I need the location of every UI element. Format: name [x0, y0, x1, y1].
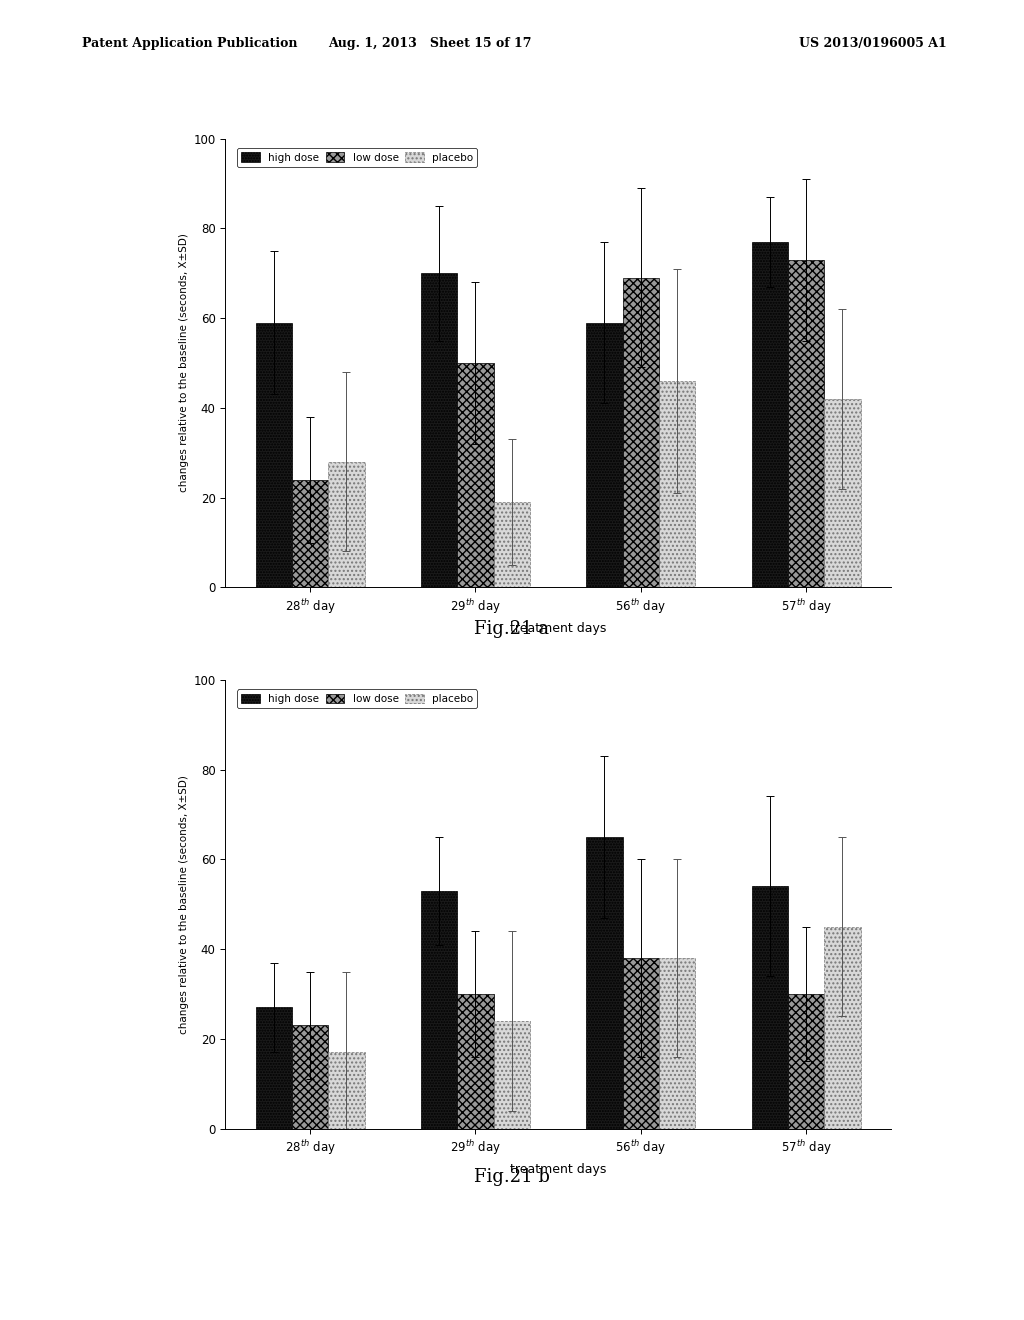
Y-axis label: changes relative to the baseline (seconds, X±SD): changes relative to the baseline (second…	[179, 234, 189, 492]
Text: Fig.21 b: Fig.21 b	[474, 1168, 550, 1187]
Bar	[623, 958, 658, 1129]
Bar	[329, 1052, 365, 1129]
Text: Aug. 1, 2013   Sheet 15 of 17: Aug. 1, 2013 Sheet 15 of 17	[329, 37, 531, 50]
Bar	[824, 927, 860, 1129]
Text: Fig.21 a: Fig.21 a	[474, 620, 550, 639]
Bar	[292, 479, 329, 587]
X-axis label: treatment days: treatment days	[510, 1163, 606, 1176]
X-axis label: treatment days: treatment days	[510, 622, 606, 635]
Bar	[658, 381, 695, 587]
Bar	[421, 273, 458, 587]
Bar	[787, 260, 824, 587]
Bar	[586, 837, 623, 1129]
Y-axis label: changes relative to the baseline (seconds, X±SD): changes relative to the baseline (second…	[179, 775, 189, 1034]
Bar	[256, 322, 292, 587]
Bar	[586, 322, 623, 587]
Bar	[458, 994, 494, 1129]
Bar	[292, 1026, 329, 1129]
Text: US 2013/0196005 A1: US 2013/0196005 A1	[799, 37, 946, 50]
Bar	[824, 399, 860, 587]
Bar	[494, 1020, 530, 1129]
Bar	[658, 958, 695, 1129]
Bar	[329, 462, 365, 587]
Legend: high dose, low dose, placebo: high dose, low dose, placebo	[238, 148, 477, 166]
Bar	[494, 502, 530, 587]
Bar	[787, 994, 824, 1129]
Legend: high dose, low dose, placebo: high dose, low dose, placebo	[238, 689, 477, 708]
Bar	[752, 886, 787, 1129]
Bar	[421, 891, 458, 1129]
Bar	[752, 242, 787, 587]
Bar	[458, 363, 494, 587]
Bar	[256, 1007, 292, 1129]
Text: Patent Application Publication: Patent Application Publication	[82, 37, 297, 50]
Bar	[623, 277, 658, 587]
